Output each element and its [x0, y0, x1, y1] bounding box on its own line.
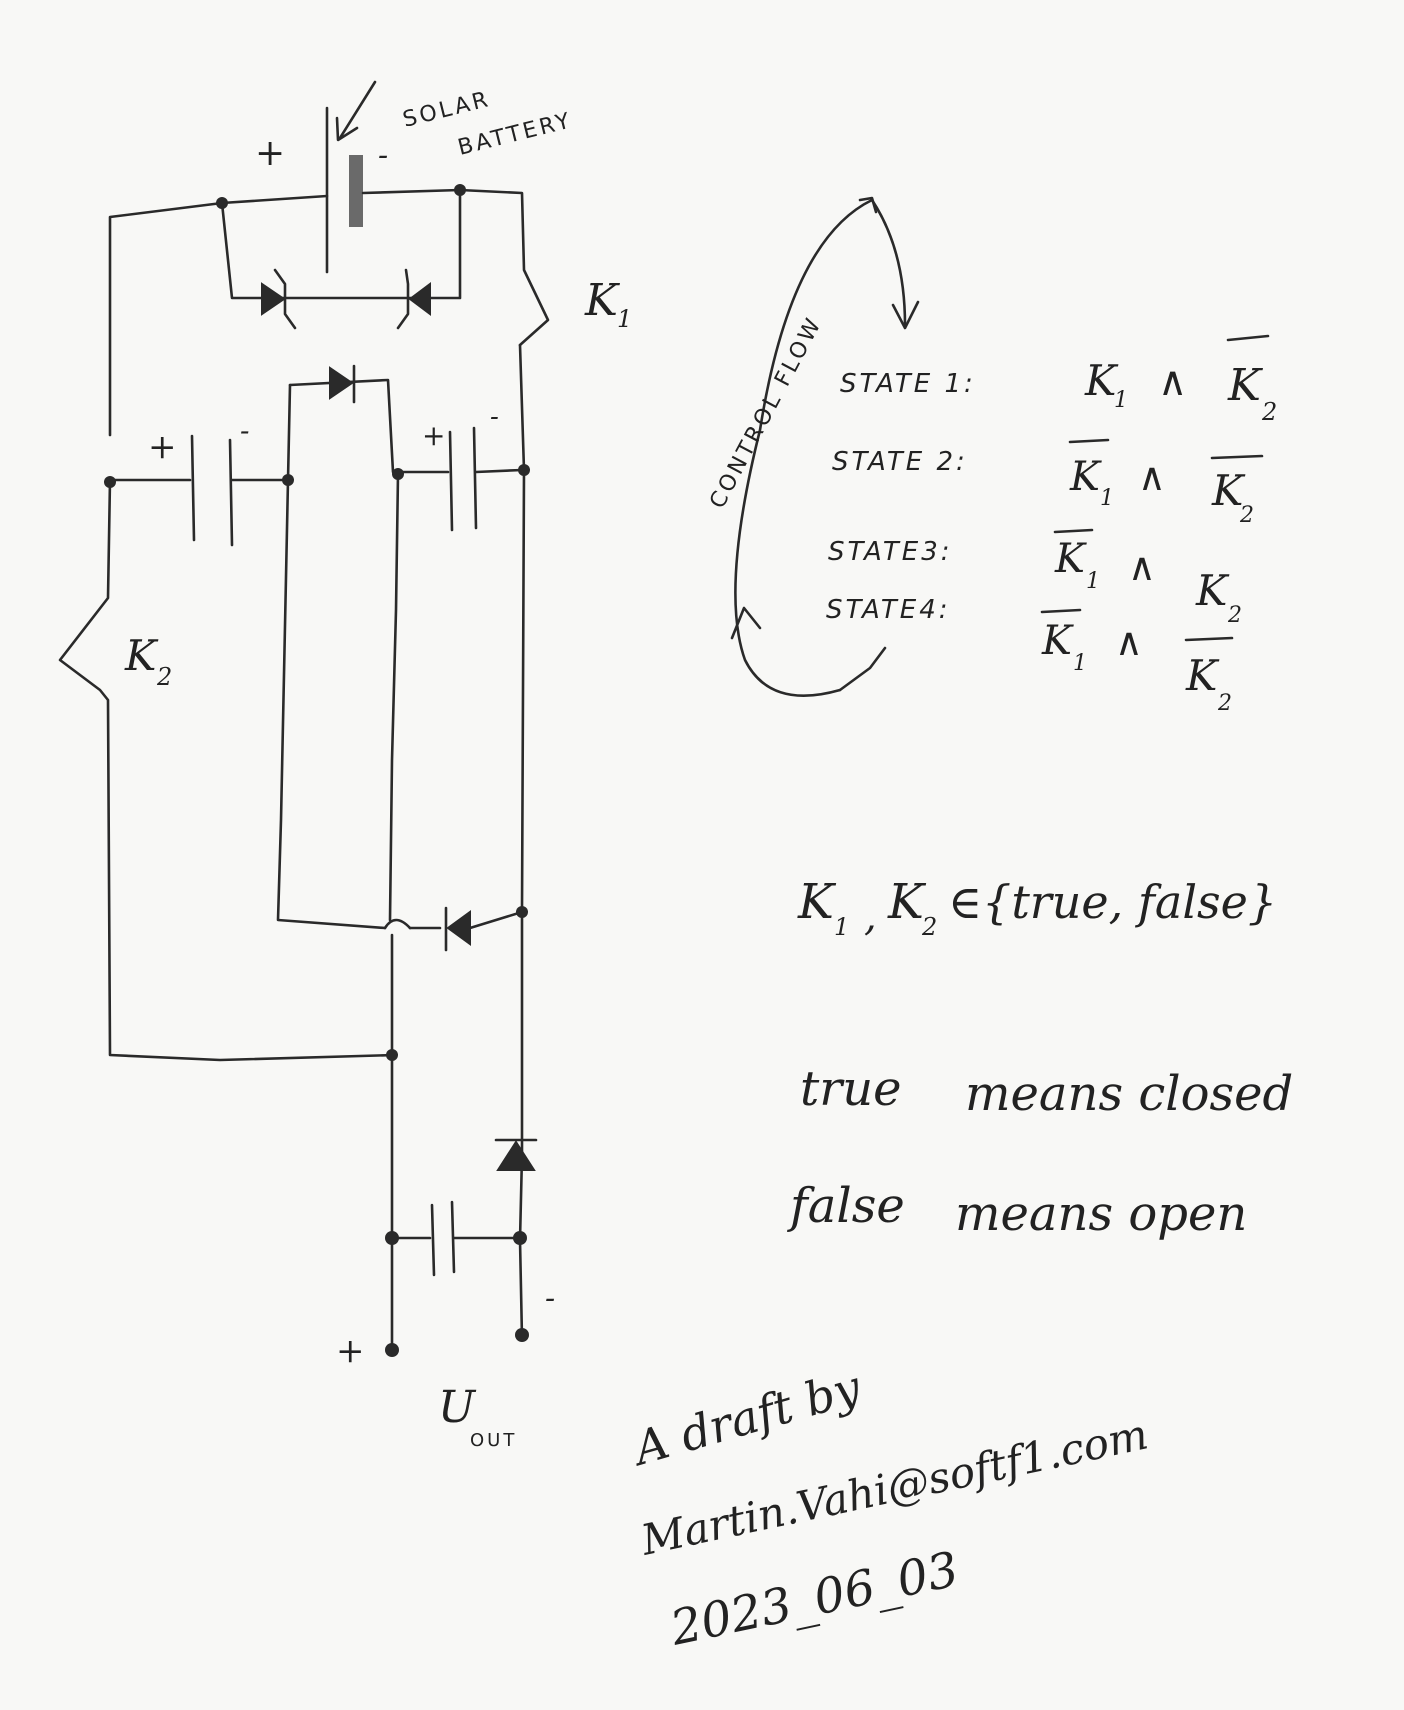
state-3-label: STATE3: [828, 537, 953, 567]
solar-battery [325, 80, 377, 274]
lower-diode-body [446, 910, 471, 946]
state-4-b: K [1185, 651, 1220, 700]
light-arrowhead [335, 116, 359, 142]
k1-label: K [584, 275, 620, 326]
lower-diode [408, 906, 528, 952]
cap-left-plus: + [148, 427, 177, 467]
state-1-a: K [1084, 356, 1119, 405]
wire-left-main [58, 478, 397, 1062]
signature-line1: A draft by [624, 1359, 867, 1476]
domain-k1-sub: 1 [834, 913, 849, 941]
signature: A draft by Martin.Vahi@softf1.com 2023_0… [624, 1359, 1152, 1657]
battery-title-1: SOLAR [400, 87, 493, 133]
wire-inner-left [276, 383, 387, 930]
domain-k2: K [887, 874, 927, 930]
upper-diode-body [329, 366, 354, 400]
upper-diode-loop [276, 364, 395, 930]
legend-false: false [787, 1178, 905, 1234]
domain-k1: K [797, 874, 837, 930]
state-4-op: ∧ [1115, 620, 1143, 664]
state-2-a-sub: 1 [1100, 486, 1114, 511]
state-3-b-sub: 2 [1227, 603, 1242, 628]
state-2-b-sub: 2 [1239, 503, 1254, 528]
state-2-b: K [1211, 466, 1246, 515]
k2-switch [58, 478, 397, 1062]
state-3-a: K [1054, 536, 1087, 582]
state-2: STATE 2: K 1 ∧ K 2 [832, 438, 1264, 528]
cap-right-minus: - [490, 402, 499, 432]
uout-label: U [438, 1382, 477, 1433]
wire-right-main [518, 343, 526, 1340]
cap-left-minus: - [240, 414, 249, 447]
light-arrow [338, 80, 377, 140]
cap-right-plus: + [422, 419, 445, 452]
bypass-diode-right [396, 268, 431, 330]
control-flow-label: CONTROL FLOW [705, 312, 827, 512]
terminal-plus [385, 1343, 399, 1357]
diode-body [261, 282, 286, 316]
out-minus: - [545, 1281, 555, 1316]
k1-sub: 1 [617, 305, 632, 333]
state-3: STATE3: K 1 ∧ K 2 [828, 528, 1242, 628]
state-2-a: K [1069, 454, 1102, 500]
state-4-a-sub: 1 [1073, 651, 1087, 676]
bypass-diode-left [261, 268, 297, 330]
control-flow-arrows [730, 196, 920, 698]
terminal-minus [515, 1328, 529, 1342]
top-wiring [108, 184, 550, 437]
legend-closed: means closed [965, 1066, 1293, 1122]
wire-right-top [361, 188, 550, 347]
uout-sub: OUT [470, 1430, 517, 1451]
output-capacitor [385, 1200, 527, 1277]
k2-sub: 2 [156, 663, 172, 691]
battery-plate-short [349, 155, 363, 227]
state-3-a-sub: 1 [1086, 569, 1100, 594]
state-1-label: STATE 1: [840, 369, 976, 399]
state-1-b: K [1227, 360, 1263, 411]
capacitor-right [392, 426, 530, 532]
output-diode-body [496, 1140, 536, 1171]
diode-body [408, 282, 431, 316]
battery-minus: - [378, 138, 388, 173]
state-1: STATE 1: K 1 ∧ K 2 [840, 334, 1277, 426]
domain-rest: ∈{true, false} [948, 875, 1277, 929]
state-3-op: ∧ [1128, 545, 1156, 589]
state-4-b-sub: 2 [1217, 691, 1232, 716]
out-plus: + [336, 1331, 365, 1371]
state-3-b: K [1195, 566, 1230, 615]
state-4-label: STATE4: [826, 595, 951, 625]
state-2-label: STATE 2: [832, 447, 968, 477]
output-diode [494, 1138, 538, 1171]
legend-true: true [800, 1061, 902, 1117]
state-4-a: K [1041, 618, 1074, 664]
battery-plus: + [255, 133, 285, 174]
truth-legend: true means closed false means open [787, 1061, 1293, 1242]
output-terminals [385, 1328, 529, 1357]
capacitor-left [104, 434, 294, 547]
state-4: STATE4: K 1 ∧ K 2 [826, 595, 1234, 716]
legend-open: means open [955, 1186, 1247, 1242]
state-1-b-sub: 2 [1261, 398, 1277, 426]
wire-crossing-hop [383, 918, 412, 930]
central-rail [383, 472, 412, 1352]
signature-line3: 2023_06_03 [665, 1541, 964, 1657]
state-1-a-sub: 1 [1114, 388, 1128, 413]
state-2-op: ∧ [1138, 455, 1166, 499]
wire-diode-loop [220, 188, 462, 300]
node [216, 197, 228, 209]
k2-label: K [124, 631, 159, 680]
wire-left-top [108, 194, 329, 437]
wire-diode-top [288, 378, 395, 474]
domain-k2-sub: 2 [921, 913, 937, 941]
state-1-op: ∧ [1158, 359, 1187, 405]
node [454, 184, 466, 196]
domain-note: K 1 , K 2 ∈{true, false} [797, 874, 1277, 941]
domain-comma: , [864, 894, 877, 940]
